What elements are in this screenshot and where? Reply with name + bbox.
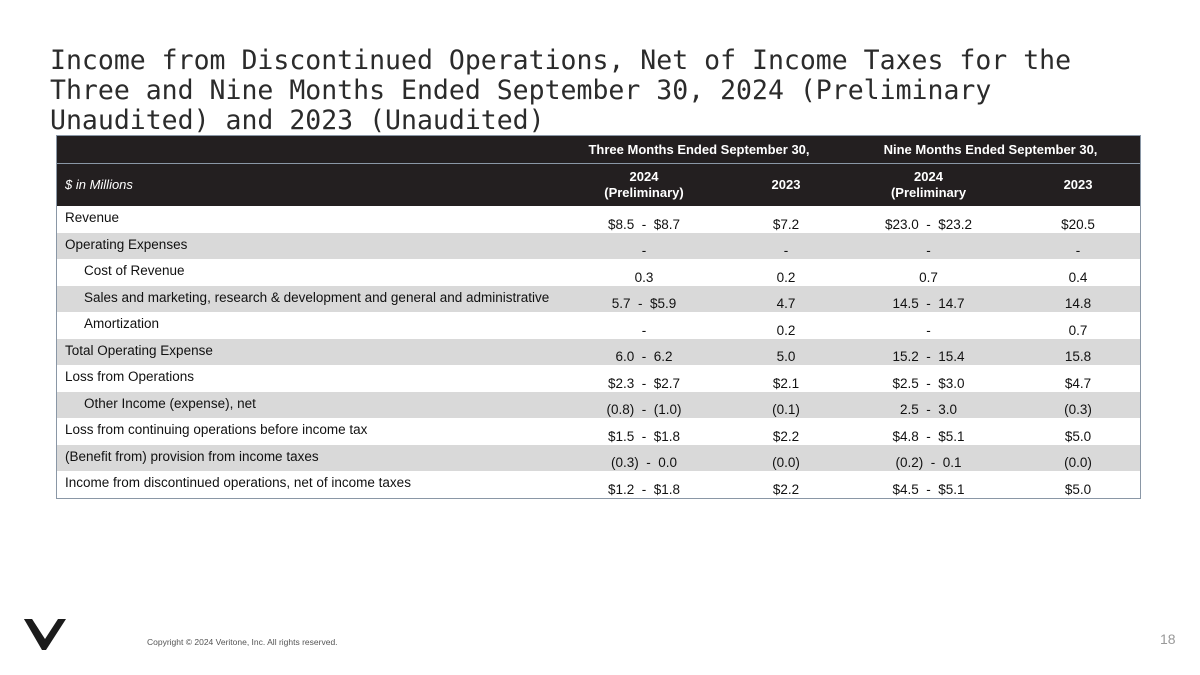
row-value: 0.2 bbox=[776, 269, 796, 285]
row-value: (0.1) bbox=[772, 402, 800, 417]
row-value: - bbox=[1075, 243, 1081, 258]
table-row: Income from discontinued operations, net… bbox=[57, 471, 1141, 498]
row-value: 0.4 bbox=[1068, 269, 1088, 285]
row-value: 0.7 bbox=[1068, 322, 1088, 338]
row-value: 5.7 - $5.9 bbox=[611, 296, 677, 311]
row-value: 14.5 - 14.7 bbox=[892, 296, 965, 311]
row-value: $2.5 - $3.0 bbox=[892, 375, 965, 391]
table-row: Cost of Revenue 0.3 0.2 0.7 0.4 bbox=[57, 259, 1141, 286]
table-row: Revenue $8.5 - $8.7 $7.2 $23.0 - $23.2 $20.5 bbox=[57, 206, 1141, 233]
row-value: $2.3 - $2.7 bbox=[607, 375, 681, 391]
row-value: 0.7 bbox=[919, 269, 938, 285]
row-value: - bbox=[783, 243, 789, 258]
group-header-blank bbox=[57, 136, 557, 164]
group-header-nine-months: Nine Months Ended September 30, bbox=[841, 136, 1141, 164]
row-value: $5.0 bbox=[1064, 481, 1092, 497]
table-row: (Benefit from) provision from income tax… bbox=[57, 444, 1141, 471]
row-label: Total Operating Expense bbox=[65, 342, 213, 358]
row-value: 15.8 bbox=[1064, 349, 1092, 364]
row-label: Loss from continuing operations before i… bbox=[65, 422, 368, 437]
row-value: $1.2 - $1.8 bbox=[607, 481, 681, 497]
veritone-logo-icon bbox=[24, 619, 66, 650]
row-value: $8.5 - $8.7 bbox=[607, 216, 681, 232]
page-number: 18 bbox=[1160, 631, 1176, 647]
row-value: $4.8 - $5.1 bbox=[892, 428, 965, 444]
row-label: Revenue bbox=[65, 210, 120, 225]
row-value: $2.1 bbox=[772, 375, 800, 391]
row-value: 6.0 - 6.2 bbox=[615, 349, 673, 364]
page-title: Income from Discontinued Operations, Net… bbox=[50, 45, 1072, 136]
row-value: $7.2 bbox=[772, 216, 800, 232]
row-value: - bbox=[641, 243, 647, 258]
row-value: (0.2) - 0.1 bbox=[895, 455, 962, 470]
row-value: - bbox=[641, 322, 647, 338]
column-header-9m-2024: 2024 (Preliminary bbox=[890, 169, 967, 200]
table-row: Sales and marketing, research & developm… bbox=[57, 285, 1141, 312]
row-value: $5.0 bbox=[1064, 428, 1092, 444]
column-header-q3-2023: 2023 bbox=[771, 177, 801, 192]
row-value: 5.0 bbox=[776, 349, 796, 364]
column-header-9m-2023: 2023 bbox=[1063, 177, 1093, 192]
group-header-row: Three Months Ended September 30, Nine Mo… bbox=[57, 136, 1141, 164]
row-value: - bbox=[926, 322, 931, 338]
row-value: $1.5 - $1.8 bbox=[607, 428, 681, 444]
row-label: Operating Expenses bbox=[65, 236, 188, 252]
row-label: Amortization bbox=[84, 316, 160, 331]
row-value: $4.5 - $5.1 bbox=[892, 481, 965, 497]
row-value: (0.8) - (1.0) bbox=[606, 402, 682, 417]
row-value: $23.0 - $23.2 bbox=[884, 216, 973, 232]
row-value: 14.8 bbox=[1064, 296, 1092, 311]
row-value: $20.5 bbox=[1061, 216, 1095, 232]
table-row: Loss from Operations $2.3 - $2.7 $2.1 $2.5 … bbox=[57, 365, 1141, 392]
row-value: (0.3) - 0.0 bbox=[610, 455, 678, 470]
column-header-q3-2024: 2024 (Preliminary) bbox=[604, 169, 684, 200]
row-value: (0.0) bbox=[772, 455, 800, 470]
copyright-text: Copyright © 2024 Veritone, Inc. All righ… bbox=[147, 637, 338, 647]
row-value: - bbox=[926, 243, 931, 258]
row-value: 0.2 bbox=[776, 322, 796, 338]
row-value: 2.5 - 3.0 bbox=[899, 402, 958, 417]
row-value: $4.7 bbox=[1064, 375, 1092, 391]
table-row: Amortization - 0.2 - 0.7 bbox=[57, 312, 1141, 339]
row-label: Cost of Revenue bbox=[84, 263, 185, 278]
financial-table: Three Months Ended September 30, Nine Mo… bbox=[56, 135, 1141, 499]
row-value: 15.2 - 15.4 bbox=[892, 349, 965, 364]
table-row: Other Income (expense), net (0.8) - (1.0)… bbox=[57, 391, 1141, 418]
table-row: Operating Expenses - - - - bbox=[57, 232, 1141, 259]
table-row: Loss from continuing operations before i… bbox=[57, 418, 1141, 445]
row-value: 4.7 bbox=[776, 296, 796, 311]
row-value: (0.3) bbox=[1064, 402, 1092, 417]
row-value: (0.0) bbox=[1064, 455, 1092, 470]
row-value: $2.2 bbox=[772, 481, 800, 497]
row-label: Income from discontinued operations, net… bbox=[65, 475, 411, 490]
table-row: Total Operating Expense 6.0 - 6.2 5.0 15.2 … bbox=[57, 338, 1141, 365]
unit-label: $ in Millions bbox=[65, 177, 133, 192]
row-value: 0.3 bbox=[634, 269, 654, 285]
row-label: Sales and marketing, research & developm… bbox=[84, 289, 550, 305]
row-label: (Benefit from) provision from income tax… bbox=[65, 448, 319, 464]
row-value: $2.2 bbox=[772, 428, 800, 444]
column-header-row: $ in Millions 2024 (Preliminary) 2023 202… bbox=[57, 163, 1141, 206]
row-label: Other Income (expense), net bbox=[84, 395, 256, 411]
group-header-three-months: Three Months Ended September 30, bbox=[557, 136, 842, 164]
row-label: Loss from Operations bbox=[65, 369, 195, 384]
